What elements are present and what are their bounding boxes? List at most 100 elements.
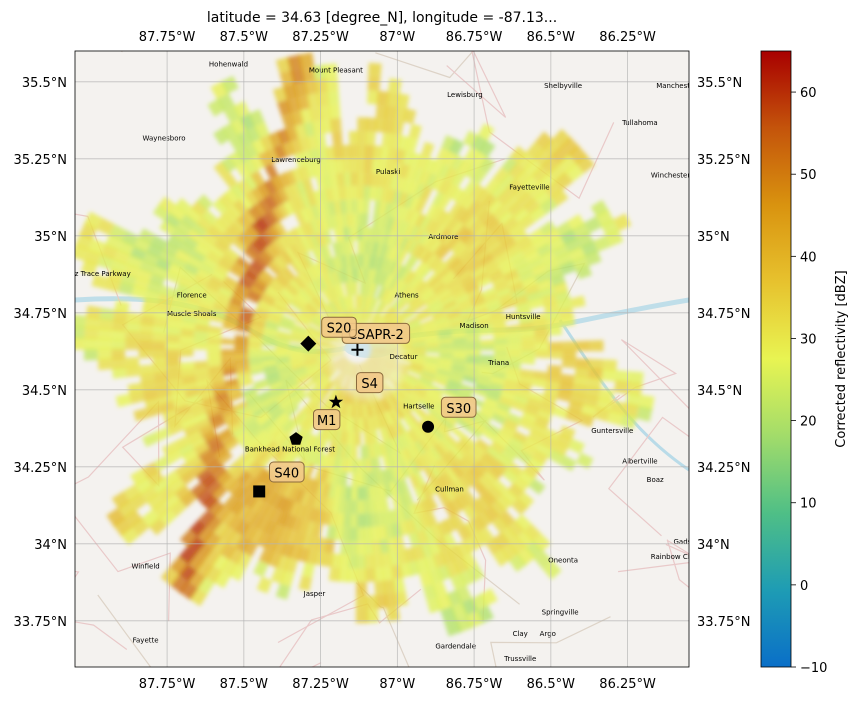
reflectivity-cell (568, 438, 585, 455)
reflectivity-cell (142, 432, 159, 448)
reflectivity-cell (224, 247, 240, 262)
reflectivity-cell (628, 371, 644, 386)
reflectivity-cell (282, 483, 295, 499)
reflectivity-cell (201, 453, 218, 469)
reflectivity-cell (191, 221, 208, 238)
reflectivity-cell (284, 284, 298, 297)
reflectivity-cell (193, 274, 209, 287)
reflectivity-cell (235, 405, 251, 417)
reflectivity-cell (536, 242, 553, 258)
reflectivity-cell (372, 241, 380, 256)
reflectivity-cell (335, 443, 343, 458)
reflectivity-cell (428, 256, 442, 270)
reflectivity-cell (258, 547, 274, 565)
reflectivity-cell (517, 470, 535, 487)
reflectivity-cell (429, 523, 444, 540)
reflectivity-cell (327, 159, 338, 175)
reflectivity-cell (162, 241, 180, 257)
reflectivity-cell (507, 343, 522, 351)
reflectivity-cell (366, 311, 374, 325)
reflectivity-cell (271, 278, 285, 291)
reflectivity-cell (319, 245, 329, 260)
reflectivity-cell (329, 271, 337, 286)
reflectivity-cell (299, 431, 311, 446)
colorbar-tick-label: 20 (800, 415, 817, 430)
reflectivity-cell (468, 261, 483, 275)
reflectivity-cell (368, 282, 374, 297)
reflectivity-cell (139, 322, 154, 334)
reflectivity-cell (209, 313, 225, 324)
reflectivity-cell (84, 211, 103, 230)
reflectivity-cell (480, 490, 497, 507)
reflectivity-cell (270, 175, 284, 192)
reflectivity-cell (236, 469, 251, 485)
reflectivity-cell (216, 291, 232, 303)
x-tick-label-top: 86.25°W (599, 30, 656, 45)
reflectivity-cell (418, 312, 433, 322)
reflectivity-cell (393, 479, 404, 495)
reflectivity-cell (517, 152, 535, 170)
reflectivity-cell (196, 215, 213, 232)
reflectivity-cell (199, 262, 215, 276)
reflectivity-cell (142, 462, 160, 479)
reflectivity-cell (442, 231, 456, 247)
reflectivity-cell (319, 439, 328, 454)
reflectivity-cell (123, 484, 142, 502)
reflectivity-cell (195, 542, 213, 560)
reflectivity-cell (387, 394, 398, 407)
reflectivity-cell (260, 248, 275, 263)
reflectivity-cell (513, 207, 531, 224)
reflectivity-cell (441, 453, 456, 469)
reflectivity-cell (164, 212, 182, 229)
reflectivity-cell (468, 219, 484, 235)
reflectivity-cell (518, 214, 536, 231)
reflectivity-cell (385, 395, 396, 409)
reflectivity-cell (420, 373, 435, 382)
reflectivity-cell (308, 388, 321, 400)
reflectivity-cell (250, 170, 265, 187)
reflectivity-cell (346, 213, 354, 228)
reflectivity-cell (613, 213, 632, 232)
reflectivity-cell (390, 408, 401, 422)
reflectivity-cell (410, 362, 424, 369)
reflectivity-cell (543, 428, 560, 443)
reflectivity-cell (443, 501, 458, 518)
reflectivity-cell (398, 478, 410, 494)
reflectivity-cell (453, 349, 467, 355)
reflectivity-cell (442, 300, 458, 311)
reflectivity-cell (419, 483, 432, 500)
reflectivity-cell (370, 297, 377, 312)
reflectivity-cell (387, 231, 397, 246)
reflectivity-cell (337, 567, 349, 583)
reflectivity-cell (317, 261, 327, 276)
reflectivity-cell (625, 392, 642, 408)
road (279, 588, 422, 667)
reflectivity-cell (498, 396, 514, 408)
reflectivity-cell (264, 163, 279, 180)
reflectivity-cell (195, 417, 212, 431)
chart-title: latitude = 34.63 [degree_N], longitude =… (207, 10, 557, 26)
reflectivity-cell (346, 568, 358, 583)
reflectivity-cell (365, 144, 375, 159)
reflectivity-cell (440, 417, 455, 431)
reflectivity-cell (448, 201, 463, 218)
reflectivity-cell (331, 285, 339, 300)
reflectivity-cell (496, 454, 513, 470)
colorbar-tick-label: −10 (800, 661, 827, 676)
reflectivity-cell (384, 524, 395, 539)
reflectivity-cell (351, 295, 355, 309)
reflectivity-cell (601, 369, 617, 382)
reflectivity-cell (393, 279, 404, 294)
reflectivity-cell (295, 225, 307, 241)
reflectivity-cell (550, 188, 569, 207)
reflectivity-cell (225, 306, 241, 317)
reflectivity-cell (445, 450, 460, 465)
reflectivity-cell (382, 440, 392, 456)
reflectivity-cell (487, 465, 503, 481)
map-label: Tullahoma (621, 119, 658, 127)
reflectivity-cell (416, 454, 429, 470)
map-label: Natchez Trace Parkway (50, 270, 131, 278)
reflectivity-cell (408, 326, 423, 334)
